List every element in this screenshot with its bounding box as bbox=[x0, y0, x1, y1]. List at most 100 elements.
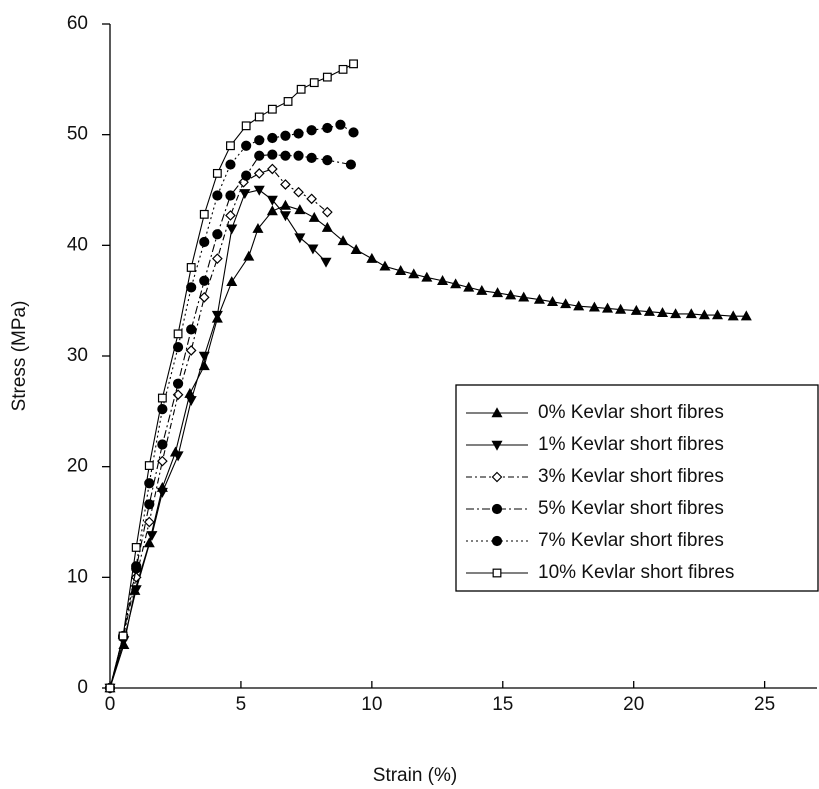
marker bbox=[518, 291, 530, 302]
x-tick-label: 0 bbox=[105, 694, 116, 715]
marker bbox=[253, 185, 265, 196]
marker bbox=[254, 135, 265, 146]
marker bbox=[266, 205, 278, 216]
marker bbox=[157, 455, 168, 467]
marker bbox=[335, 119, 346, 130]
marker bbox=[173, 329, 183, 339]
marker bbox=[186, 263, 196, 272]
marker bbox=[186, 324, 197, 335]
marker bbox=[172, 389, 184, 401]
legend-label: 0% Kevlar short fibres bbox=[538, 402, 724, 423]
marker bbox=[348, 127, 359, 138]
marker bbox=[463, 281, 475, 292]
marker bbox=[241, 121, 251, 131]
marker bbox=[279, 211, 291, 222]
marker bbox=[157, 393, 167, 403]
marker bbox=[283, 97, 293, 106]
marker bbox=[294, 204, 306, 215]
marker bbox=[306, 125, 317, 136]
marker bbox=[280, 130, 291, 141]
marker bbox=[241, 170, 252, 181]
y-tick-label: 60 bbox=[67, 13, 88, 34]
marker bbox=[199, 236, 210, 248]
marker bbox=[670, 308, 682, 319]
marker bbox=[254, 150, 265, 161]
marker bbox=[211, 310, 223, 321]
marker bbox=[437, 275, 449, 285]
marker bbox=[492, 287, 504, 298]
legend-label: 3% Kevlar short fibres bbox=[538, 466, 724, 487]
y-tick-label: 30 bbox=[67, 345, 88, 366]
marker bbox=[172, 451, 184, 462]
marker bbox=[727, 310, 739, 321]
marker bbox=[322, 122, 333, 134]
marker bbox=[280, 150, 291, 161]
marker bbox=[296, 84, 306, 94]
marker bbox=[280, 179, 291, 190]
marker bbox=[408, 268, 420, 279]
x-tick-label: 25 bbox=[754, 694, 775, 715]
marker bbox=[226, 224, 238, 235]
marker bbox=[307, 244, 319, 255]
marker bbox=[146, 531, 158, 542]
marker bbox=[345, 159, 357, 170]
marker bbox=[157, 439, 168, 450]
marker bbox=[293, 186, 304, 198]
marker bbox=[243, 250, 255, 261]
y-tick-label: 0 bbox=[77, 677, 88, 698]
marker bbox=[199, 209, 209, 219]
marker bbox=[321, 206, 333, 218]
marker bbox=[225, 159, 236, 170]
marker bbox=[491, 440, 503, 451]
marker bbox=[198, 291, 210, 303]
marker bbox=[212, 253, 223, 264]
marker bbox=[601, 302, 614, 313]
marker bbox=[198, 351, 210, 362]
marker bbox=[308, 211, 320, 222]
marker bbox=[212, 190, 223, 201]
marker bbox=[338, 64, 348, 74]
marker bbox=[366, 252, 378, 263]
marker bbox=[395, 265, 407, 275]
marker bbox=[491, 471, 503, 483]
marker bbox=[186, 282, 197, 293]
marker bbox=[306, 193, 317, 205]
y-tick-label: 10 bbox=[67, 566, 88, 587]
marker bbox=[656, 307, 669, 318]
y-axis-label: Stress (MPa) bbox=[9, 301, 30, 412]
marker bbox=[266, 195, 278, 206]
marker bbox=[226, 141, 235, 151]
x-tick-label: 10 bbox=[361, 694, 382, 715]
marker bbox=[533, 293, 545, 304]
marker bbox=[573, 300, 585, 311]
legend-label: 5% Kevlar short fibres bbox=[538, 498, 724, 519]
marker bbox=[131, 543, 141, 552]
marker bbox=[685, 308, 697, 319]
marker bbox=[740, 310, 752, 321]
marker bbox=[279, 199, 291, 210]
legend-label: 1% Kevlar short fibres bbox=[538, 434, 724, 455]
marker bbox=[491, 407, 503, 418]
marker bbox=[254, 112, 264, 122]
marker bbox=[349, 59, 358, 69]
marker bbox=[322, 72, 332, 82]
marker bbox=[588, 301, 600, 312]
marker bbox=[309, 78, 319, 88]
marker bbox=[321, 221, 333, 232]
marker bbox=[547, 296, 559, 306]
marker bbox=[185, 396, 197, 407]
marker bbox=[266, 163, 278, 175]
legend-label: 10% Kevlar short fibres bbox=[538, 562, 734, 583]
marker bbox=[172, 378, 184, 389]
marker bbox=[294, 233, 306, 244]
marker bbox=[212, 168, 222, 178]
marker bbox=[225, 190, 236, 201]
legend-box bbox=[455, 384, 819, 592]
marker bbox=[144, 461, 154, 470]
marker bbox=[225, 210, 236, 221]
marker bbox=[241, 140, 252, 151]
marker bbox=[322, 155, 333, 166]
marker bbox=[421, 271, 433, 282]
marker bbox=[320, 257, 332, 268]
